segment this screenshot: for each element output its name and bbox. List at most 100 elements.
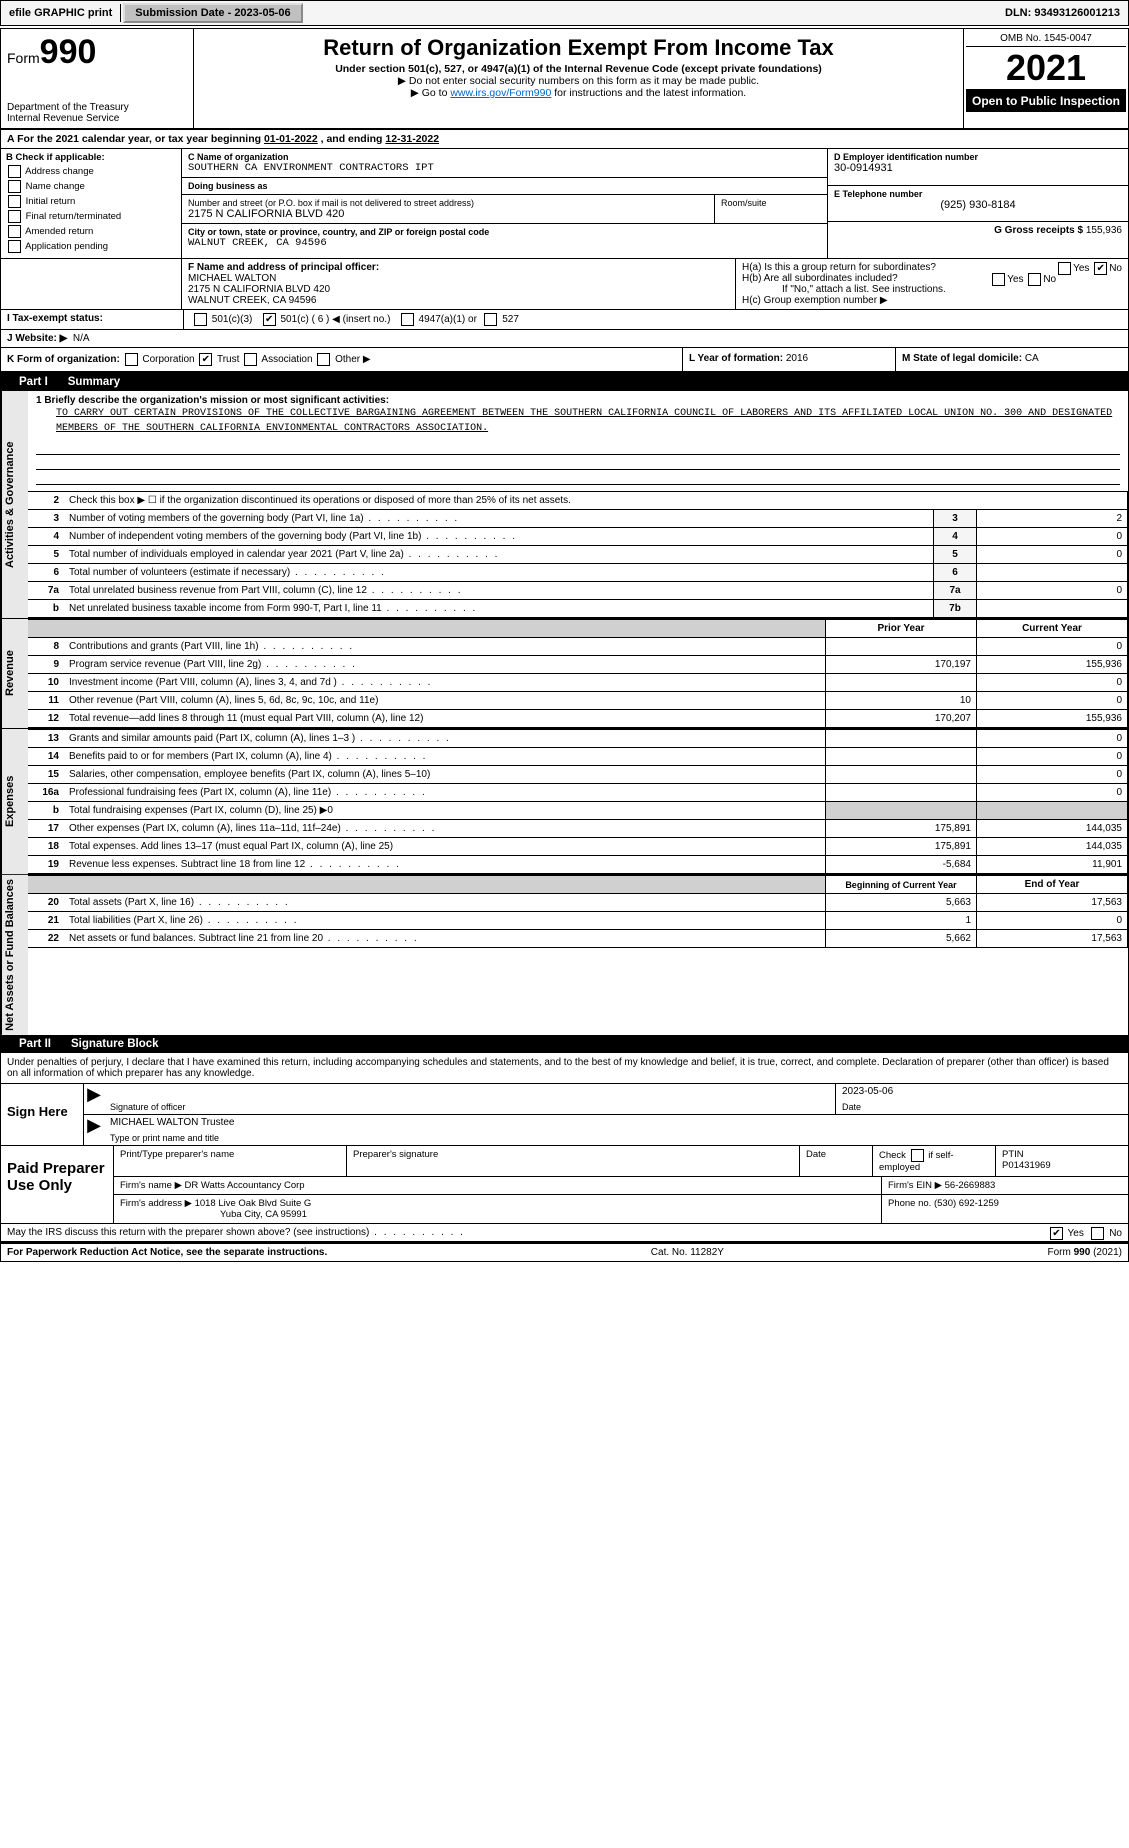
street-value: 2175 N CALIFORNIA BLVD 420 [188, 208, 708, 220]
officer-name: MICHAEL WALTON [188, 273, 276, 284]
line-15: Salaries, other compensation, employee b… [64, 766, 826, 784]
submission-date-button[interactable]: Submission Date - 2023-05-06 [123, 3, 302, 23]
tax-year: 2021 [966, 47, 1126, 90]
city-value: WALNUT CREEK, CA 94596 [188, 237, 821, 249]
hb-label: H(b) Are all subordinates included? [742, 273, 898, 284]
check-501c3[interactable] [194, 313, 207, 326]
paid-preparer-label: Paid Preparer Use Only [1, 1146, 114, 1223]
val-5: 0 [977, 546, 1128, 564]
insert-no: ◀ (insert no.) [332, 314, 390, 325]
firm-phone-label: Phone no. [888, 1198, 931, 1209]
firm-ein-label: Firm's EIN ▶ [888, 1180, 942, 1191]
line-16a: Professional fundraising fees (Part IX, … [64, 784, 826, 802]
mission-label: 1 Briefly describe the organization's mi… [36, 395, 389, 406]
footer-left: For Paperwork Reduction Act Notice, see … [7, 1247, 327, 1258]
line-2: Check this box ▶ ☐ if the organization d… [64, 492, 1128, 510]
check-527[interactable] [484, 313, 497, 326]
city-label: City or town, state or province, country… [188, 227, 821, 237]
line-10: Investment income (Part VIII, column (A)… [64, 674, 826, 692]
check-assoc[interactable] [244, 353, 257, 366]
part-2-header: Part II Signature Block [1, 1035, 1128, 1053]
footer-form: 990 [1074, 1247, 1091, 1258]
prep-sig-label: Preparer's signature [347, 1146, 800, 1176]
vtab-expenses: Expenses [1, 729, 28, 874]
irs-link[interactable]: www.irs.gov/Form990 [450, 87, 551, 99]
sig-name-label: Type or print name and title [110, 1133, 1122, 1143]
part-2-num: Part II [9, 1038, 61, 1050]
ha-label: H(a) Is this a group return for subordin… [742, 262, 936, 273]
line-7a: Total unrelated business revenue from Pa… [64, 582, 934, 600]
discuss-no[interactable] [1091, 1227, 1104, 1240]
section-a-row: A For the 2021 calendar year, or tax yea… [1, 130, 1128, 149]
check-amended-return[interactable] [8, 225, 21, 238]
form-title: Return of Organization Exempt From Incom… [198, 35, 959, 61]
officer-addr1: 2175 N CALIFORNIA BLVD 420 [188, 284, 330, 295]
section-l-label: L Year of formation: [689, 353, 783, 364]
hb-note: If "No," attach a list. See instructions… [742, 284, 1122, 295]
firm-name-value: DR Watts Accountancy Corp [185, 1180, 305, 1191]
efile-topbar: efile GRAPHIC print Submission Date - 20… [0, 0, 1129, 26]
ha-no[interactable] [1094, 262, 1107, 275]
section-a-pre: A For the 2021 calendar year, or tax yea… [7, 133, 264, 145]
line-18: Total expenses. Add lines 13–17 (must eq… [64, 838, 826, 856]
ptin-value: P01431969 [1002, 1160, 1122, 1171]
section-b-label: B Check if applicable: [6, 152, 105, 163]
hb-yes[interactable] [992, 273, 1005, 286]
ein-value: 30-0914931 [834, 162, 1122, 174]
section-a-mid: , and ending [321, 133, 386, 145]
line-3: Number of voting members of the governin… [64, 510, 934, 528]
check-4947[interactable] [401, 313, 414, 326]
mission-text: TO CARRY OUT CERTAIN PROVISIONS OF THE C… [56, 406, 1120, 436]
line-8: Contributions and grants (Part VIII, lin… [64, 638, 826, 656]
org-name-label: C Name of organization [188, 152, 821, 162]
hb-no[interactable] [1028, 273, 1041, 286]
ha-yes[interactable] [1058, 262, 1071, 275]
dept-treasury: Department of the Treasury [7, 102, 187, 113]
check-final-return[interactable] [8, 210, 21, 223]
part-2-title: Signature Block [61, 1038, 159, 1050]
line-20: Total assets (Part X, line 16) [64, 894, 826, 912]
check-other[interactable] [317, 353, 330, 366]
prior-year-header: Prior Year [826, 620, 977, 638]
vtab-net-assets: Net Assets or Fund Balances [1, 875, 28, 1035]
section-k-label: K Form of organization: [7, 354, 120, 365]
check-501c[interactable] [263, 313, 276, 326]
website-value: N/A [73, 333, 90, 344]
dln-label: DLN: 93493126001213 [997, 4, 1128, 22]
line-12: Total revenue—add lines 8 through 11 (mu… [64, 710, 826, 728]
firm-name-label: Firm's name ▶ [120, 1180, 182, 1191]
check-name-change[interactable] [8, 180, 21, 193]
dba-label: Doing business as [188, 181, 821, 191]
open-to-public: Open to Public Inspection [966, 90, 1126, 112]
penalties-text: Under penalties of perjury, I declare th… [1, 1053, 1128, 1084]
check-self-employed[interactable] [911, 1149, 924, 1162]
room-label: Room/suite [721, 198, 821, 208]
omb-number: OMB No. 1545-0047 [966, 31, 1126, 47]
check-trust[interactable] [199, 353, 212, 366]
sig-date-value: 2023-05-06 [842, 1086, 1122, 1102]
sig-name-value: MICHAEL WALTON Trustee [110, 1117, 1122, 1133]
nossn-note: ▶ Do not enter social security numbers o… [198, 75, 959, 87]
arrow-icon: ▶ [84, 1084, 104, 1114]
line-16b: Total fundraising expenses (Part IX, col… [69, 805, 327, 816]
line-17: Other expenses (Part IX, column (A), lin… [64, 820, 826, 838]
section-m-label: M State of legal domicile: [902, 353, 1022, 364]
section-j-label: J Website: ▶ [7, 333, 67, 344]
goto-pre: ▶ Go to [411, 87, 451, 99]
check-initial-return[interactable] [8, 195, 21, 208]
part-1-header: Part I Summary [1, 373, 1128, 391]
form-number: 990 [40, 33, 97, 71]
check-address-change[interactable] [8, 165, 21, 178]
discuss-yes[interactable] [1050, 1227, 1063, 1240]
check-corp[interactable] [125, 353, 138, 366]
check-application-pending[interactable] [8, 240, 21, 253]
part-1-num: Part I [9, 376, 58, 388]
current-year-header: Current Year [977, 620, 1128, 638]
year-formation: 2016 [786, 353, 808, 364]
tax-year-end: 12-31-2022 [385, 133, 439, 145]
val-4: 0 [977, 528, 1128, 546]
val-7a: 0 [977, 582, 1128, 600]
ptin-label: PTIN [1002, 1149, 1122, 1160]
line-22: Net assets or fund balances. Subtract li… [64, 930, 826, 948]
state-domicile: CA [1025, 353, 1039, 364]
